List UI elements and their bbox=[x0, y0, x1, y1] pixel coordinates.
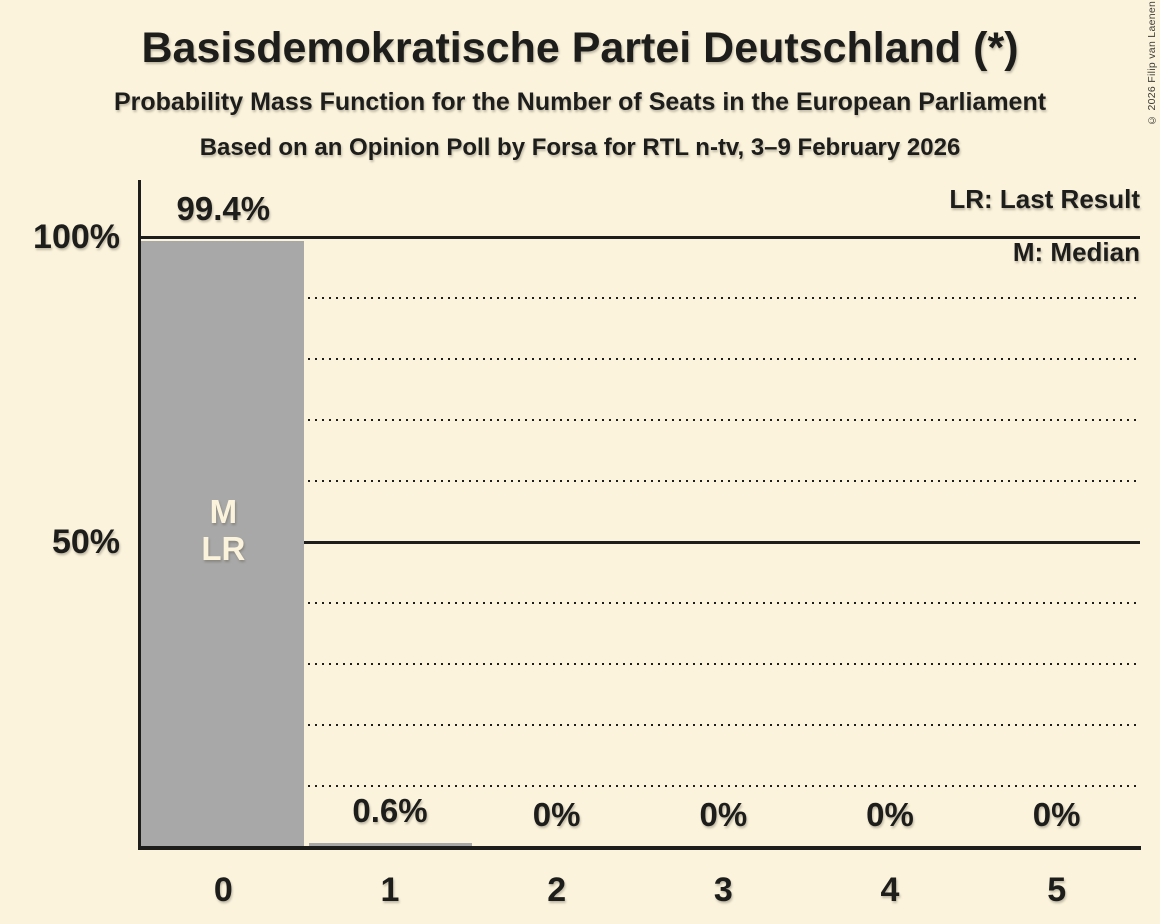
y-axis-line bbox=[138, 180, 141, 850]
chart-subtitle: Probability Mass Function for the Number… bbox=[113, 88, 1047, 116]
bar-annotation-seat-0: M LR bbox=[140, 493, 307, 567]
x-tick-label-1: 1 bbox=[380, 871, 400, 909]
value-label-seat-5: 0% bbox=[1032, 796, 1081, 833]
value-label-seat-4: 0% bbox=[866, 796, 914, 833]
chart-source-line: Based on an Opinion Poll by Forsa for RT… bbox=[199, 134, 961, 161]
y-tick-label-50: 50% bbox=[51, 523, 120, 561]
value-label-seat-2: 0% bbox=[532, 796, 581, 833]
gridline-solid-100 bbox=[140, 235, 1140, 239]
bar-annotation-line-m: M bbox=[209, 493, 238, 530]
x-axis-line bbox=[138, 846, 1141, 850]
value-label-seat-1: 0.6% bbox=[352, 792, 428, 830]
y-tick-label-100: 100% bbox=[33, 218, 120, 256]
x-tick-label-4: 4 bbox=[880, 871, 900, 909]
x-tick-label-2: 2 bbox=[547, 871, 567, 909]
bar-annotation-line-lr: LR bbox=[201, 530, 246, 567]
gridline-dotted-90 bbox=[140, 297, 1140, 299]
chart-title: Basisdemokratische Partei Deutschland (*… bbox=[141, 24, 1019, 72]
gridline-dotted-10 bbox=[140, 785, 1140, 787]
value-label-seat-0: 99.4% bbox=[176, 189, 271, 227]
legend-median: M: Median bbox=[1012, 237, 1140, 267]
value-label-seat-3: 0% bbox=[699, 796, 748, 833]
gridline-dotted-40 bbox=[140, 602, 1140, 604]
bar-seat-0 bbox=[141, 240, 305, 847]
gridline-solid-50 bbox=[140, 540, 1140, 544]
gridline-dotted-80 bbox=[140, 358, 1140, 360]
legend-last-result: LR: Last Result bbox=[949, 184, 1140, 214]
x-tick-label-5: 5 bbox=[1047, 871, 1067, 909]
gridline-dotted-70 bbox=[140, 419, 1140, 421]
x-tick-label-3: 3 bbox=[713, 871, 733, 909]
bar-seat-1 bbox=[309, 843, 473, 847]
x-tick-label-0: 0 bbox=[213, 871, 233, 909]
gridline-dotted-20 bbox=[140, 724, 1140, 726]
gridline-dotted-60 bbox=[140, 480, 1140, 482]
gridline-dotted-30 bbox=[140, 663, 1140, 665]
